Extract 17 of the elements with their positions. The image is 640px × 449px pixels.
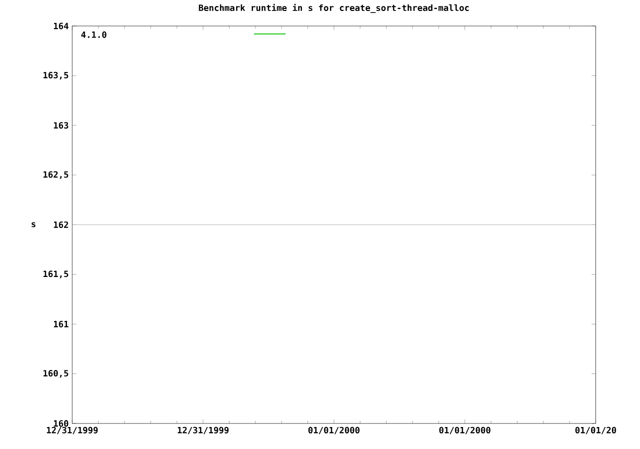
y-tick-label: 160,5 (44, 370, 68, 378)
x-tick-label: 01/01/2000 (308, 426, 360, 434)
x-tick-label: 12/31/1999 (178, 426, 229, 434)
x-tick-label: 12/31/1999 (46, 426, 98, 434)
x-tick-label: 01/01/20 (575, 426, 616, 434)
y-tick-label: 163 (54, 122, 68, 128)
y-tick-label: 162 (54, 221, 68, 228)
chart-title: Benchmark runtime in s for create_sort-thread-malloc (198, 4, 469, 13)
y-axis-title: s (32, 222, 36, 227)
x-tick-label: 01/01/2000 (439, 426, 490, 434)
y-tick-label: 162,5 (44, 170, 68, 179)
y-tick-label: 161 (54, 320, 68, 328)
y-tick-label: 163,5 (44, 72, 68, 80)
y-tick-label: 160 (54, 420, 68, 427)
annotation: 4.1.0 (81, 31, 106, 38)
y-tick-label: 164 (54, 22, 68, 30)
y-tick-label: 161,5 (44, 270, 68, 278)
